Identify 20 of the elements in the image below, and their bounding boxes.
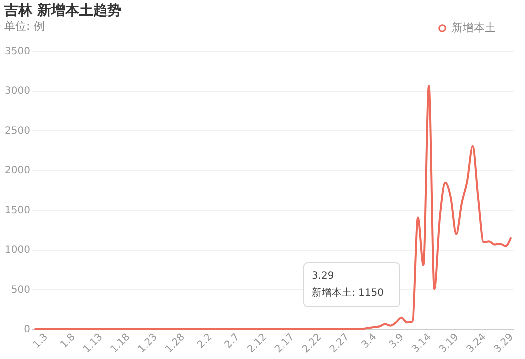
y-tick-label: 2000 [5,166,30,177]
line-series [34,84,512,330]
x-tick-label: 1.8 [58,332,78,351]
legend-label: 新增本土 [452,22,496,34]
annotation: 3.29 [312,271,334,282]
y-tick-label: 3500 [5,46,30,58]
y-tick-label: 0 [24,324,30,336]
y-tick-label: 2500 [5,126,30,137]
x-tick-label: 1.3 [31,332,50,351]
y-tick-label: 500 [11,284,30,296]
chart-title: 吉林 新增本土趋势 [4,2,122,19]
y-tick-label: 1000 [5,245,30,256]
x-tick-label: 3.4 [360,332,380,351]
x-tick-label: 2.7 [223,332,242,351]
chart-subtitle: 单位: 例 [4,20,45,33]
x-tick-label: 2.2 [196,332,215,351]
x-tick-label: 3.9 [387,332,406,351]
y-tick-label: 3000 [5,86,30,98]
y-tick-label: 1500 [5,205,30,216]
annotation: 新增本土: 1150 [312,287,384,299]
